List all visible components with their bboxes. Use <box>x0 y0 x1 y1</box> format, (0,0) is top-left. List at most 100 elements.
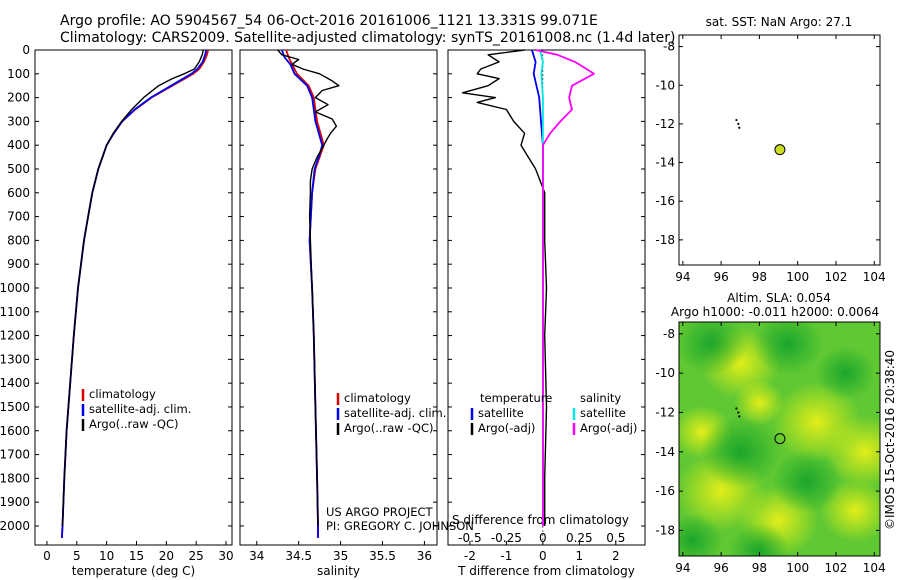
x-tick-label: 25 <box>189 549 204 563</box>
series-line <box>61 49 209 538</box>
x-tick-label: 0 <box>43 549 51 563</box>
x-tick-label: 20 <box>159 549 174 563</box>
plot-title-line1: Argo profile: AO 5904567_54 06-Oct-2016 … <box>60 13 598 29</box>
depth-tick-label: 700 <box>7 210 30 224</box>
depth-tick-label: 400 <box>7 138 30 152</box>
top-tick-label: 0.25 <box>566 531 593 545</box>
map-x-tick-label: 96 <box>713 561 728 575</box>
top-tick-label: -0.5 <box>458 531 481 545</box>
x-tick-label: -2 <box>464 549 476 563</box>
series-line <box>277 49 340 527</box>
map-y-tick-label: -8 <box>663 40 675 54</box>
x-tick-label: 5 <box>73 549 81 563</box>
map-y-tick-label: -16 <box>655 484 675 498</box>
sla-blob-low <box>679 513 723 556</box>
top-axis-label: S difference from climatology <box>452 513 629 527</box>
map-y-tick-label: -14 <box>655 445 675 459</box>
map-y-tick-label: -10 <box>655 78 675 92</box>
plot-title-line2: Climatology: CARS2009. Satellite-adjuste… <box>60 30 676 46</box>
depth-tick-label: 1700 <box>0 448 30 462</box>
map-x-tick-label: 96 <box>713 270 728 284</box>
map-x-tick-label: 102 <box>825 270 848 284</box>
depth-tick-label: 500 <box>7 162 30 176</box>
sla-blob-low <box>753 322 824 376</box>
map-x-tick-label: 100 <box>786 561 809 575</box>
depth-tick-label: 1600 <box>0 424 30 438</box>
sla-heatmap <box>679 322 880 556</box>
depth-tick-label: 300 <box>7 114 30 128</box>
x-tick-label: 1 <box>576 549 584 563</box>
credit-pi: PI: GREGORY C. JOHNSON <box>326 519 474 533</box>
float-track-point <box>735 118 738 122</box>
depth-tick-label: 1100 <box>0 305 30 319</box>
map-y-tick-label: -16 <box>655 194 675 208</box>
sla-blob-low <box>700 415 781 488</box>
legend-label: climatology <box>89 387 156 401</box>
depth-tick-label: 2000 <box>0 519 30 533</box>
sla-map-frame <box>678 321 881 557</box>
x-tick-label: -1 <box>500 549 512 563</box>
depth-tick-label: 800 <box>7 233 30 247</box>
map-x-tick-label: 94 <box>675 270 690 284</box>
sst-map-title: sat. SST: NaN Argo: 27.1 <box>706 15 853 29</box>
depth-tick-label: 1000 <box>0 281 30 295</box>
legend-label: Argo(..raw -QC) <box>89 417 179 431</box>
difference-panel-frame <box>447 49 646 546</box>
x-tick-label: 34.5 <box>285 549 312 563</box>
series-line <box>535 49 595 526</box>
top-tick-label: -0.25 <box>491 531 522 545</box>
x-axis-label: T difference from climatology <box>457 564 635 578</box>
legend-label: satellite <box>580 406 626 420</box>
series-line <box>61 49 204 527</box>
top-tick-label: 0.5 <box>606 531 625 545</box>
legend-label: satellite-adj. clim. <box>344 406 446 420</box>
series-line <box>531 49 544 526</box>
map-x-tick-label: 102 <box>825 561 848 575</box>
float-track-point <box>738 126 741 129</box>
x-axis-label: temperature (deg C) <box>72 564 195 578</box>
credit-project: US ARGO PROJECT <box>326 505 434 519</box>
legend-label: satellite <box>478 406 524 420</box>
depth-tick-label: 1200 <box>0 329 30 343</box>
map-y-tick-label: -8 <box>663 327 675 341</box>
depth-tick-label: 1900 <box>0 495 30 509</box>
float-track-point <box>738 415 741 418</box>
depth-tick-label: 100 <box>7 67 30 81</box>
timestamp-watermark: ©IMOS 15-Oct-2016 20:38:40 <box>883 350 897 530</box>
legend-label: satellite-adj. clim. <box>89 402 191 416</box>
x-tick-label: 35.5 <box>369 549 396 563</box>
temperature-panel-frame <box>34 49 233 546</box>
legend-label: climatology <box>344 391 411 405</box>
x-tick-label: 15 <box>129 549 144 563</box>
map-x-tick-label: 104 <box>863 270 886 284</box>
legend-label: Argo(-adj) <box>478 421 535 435</box>
float-track-point <box>737 122 740 126</box>
x-tick-label: 35 <box>333 549 348 563</box>
legend-title: temperature <box>480 391 552 405</box>
sla-blob-high <box>734 380 785 426</box>
float-track-point <box>735 407 738 410</box>
depth-tick-label: 1300 <box>0 352 30 366</box>
x-tick-label: 0 <box>539 549 547 563</box>
series-line <box>461 49 548 526</box>
map-y-tick-label: -12 <box>655 117 675 131</box>
x-tick-label: 30 <box>218 549 233 563</box>
depth-tick-label: 1800 <box>0 471 30 485</box>
x-tick-label: 36 <box>417 549 432 563</box>
legend-title: salinity <box>580 391 621 405</box>
depth-tick-label: 0 <box>22 43 30 57</box>
depth-tick-label: 200 <box>7 91 30 105</box>
sla-blob-low <box>729 523 790 556</box>
map-x-tick-label: 98 <box>752 270 767 284</box>
legend-label: Argo(..raw -QC) <box>344 421 434 435</box>
sla-blob-low <box>772 449 843 513</box>
x-tick-label: 34 <box>249 549 264 563</box>
legend-label: Argo(-adj) <box>580 421 637 435</box>
float-position-marker <box>774 144 786 156</box>
sla-map-subtitle: Argo h1000: -0.011 h2000: 0.0064 <box>671 305 879 319</box>
map-x-tick-label: 100 <box>786 270 809 284</box>
series-line <box>61 49 208 538</box>
map-x-tick-label: 98 <box>752 561 767 575</box>
depth-tick-label: 1400 <box>0 376 30 390</box>
